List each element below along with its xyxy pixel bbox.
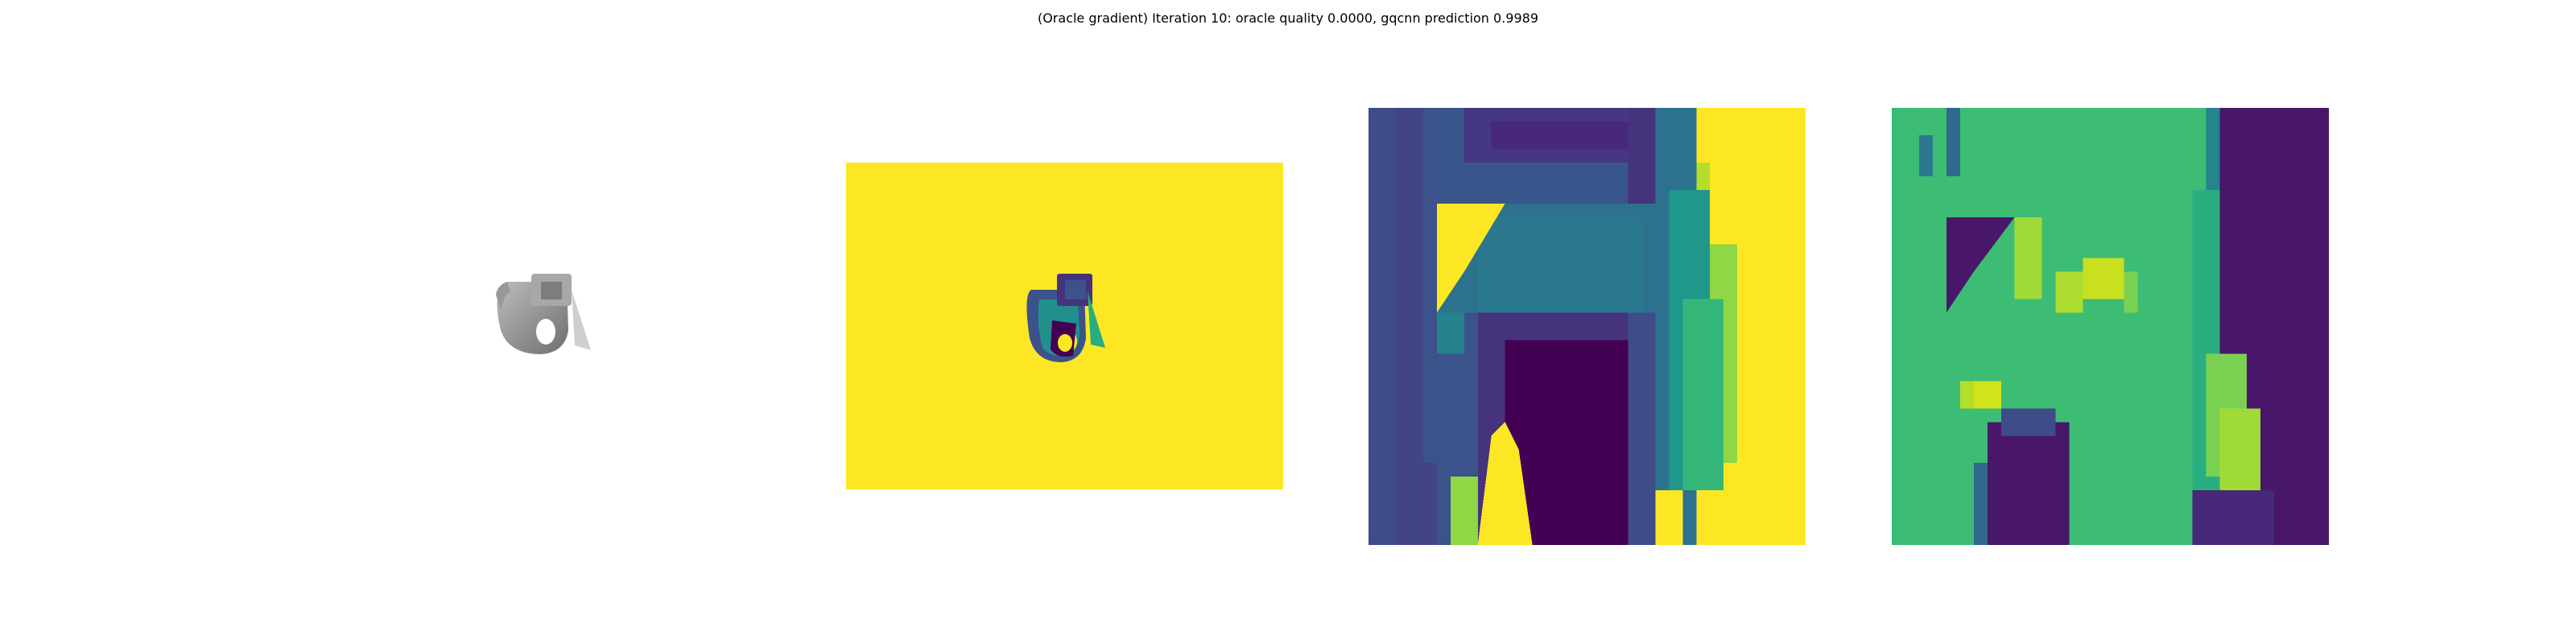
depth-image: [846, 163, 1283, 489]
figure-title: (Oracle gradient) Iteration 10: oracle q…: [1037, 10, 1539, 26]
gradient-map-panel: [1892, 108, 2329, 545]
rendered-object-image: [496, 274, 591, 354]
depth-crop-panel: [1368, 108, 1806, 545]
depth-image-panel: [846, 163, 1283, 489]
rendered-object-panel: [451, 233, 644, 411]
depth-crop-image: [1368, 108, 1806, 545]
gradient-map-image: [1892, 108, 2329, 545]
